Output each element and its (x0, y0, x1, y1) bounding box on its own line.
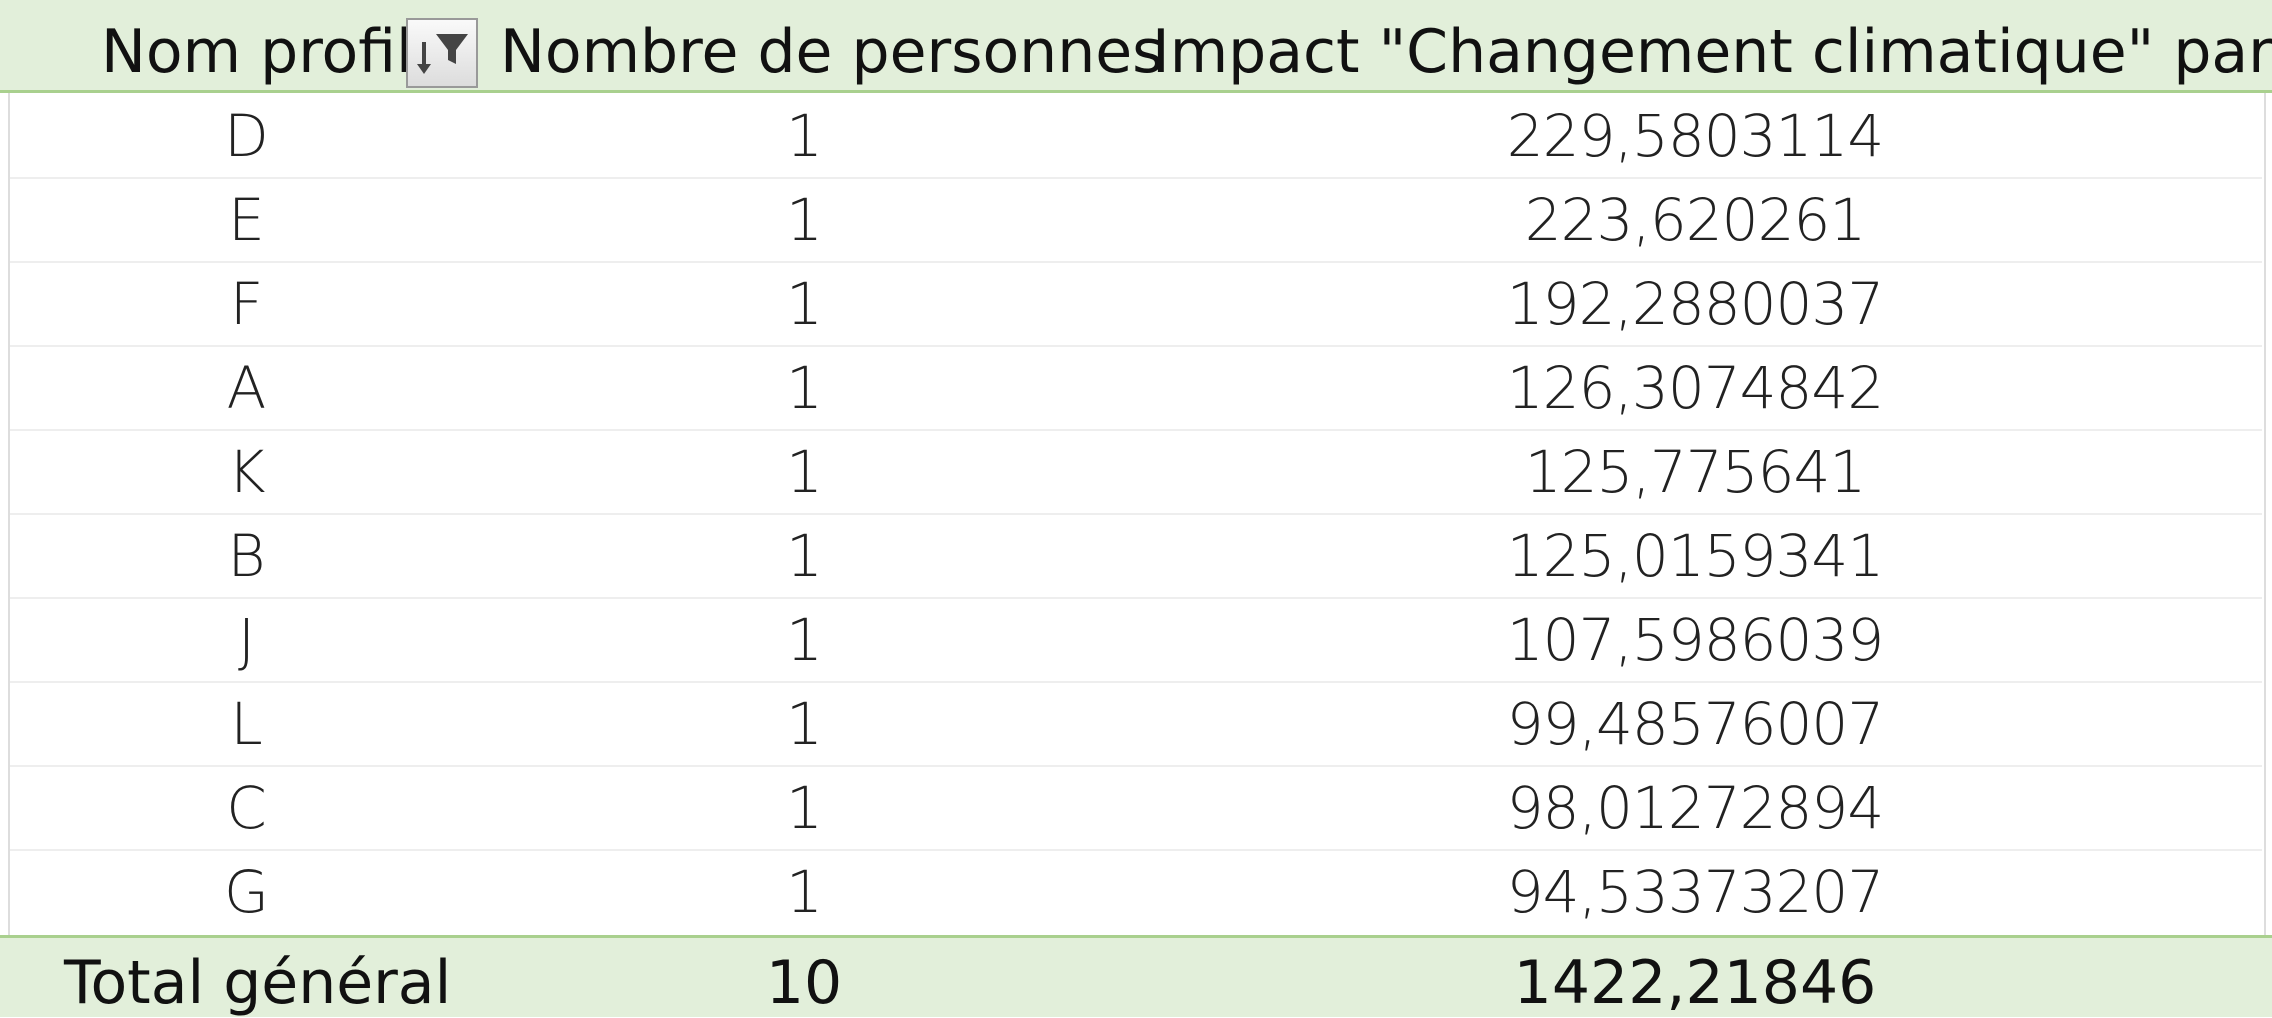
cell: 1 (786, 774, 823, 842)
total-count: 10 (765, 948, 843, 1018)
table-body (8, 93, 2266, 935)
total-label: Total général (64, 948, 452, 1018)
row-separator (10, 177, 2262, 179)
cell: 1 (786, 606, 823, 674)
total-band (0, 935, 2272, 1017)
row-separator (10, 429, 2262, 431)
filter-icon (436, 34, 468, 64)
cell: 1 (786, 102, 823, 170)
total-impact: 1422,21846 (1513, 948, 1877, 1018)
cell: 125,0159341 (1506, 522, 1884, 590)
cell: E (228, 186, 265, 254)
row-separator (10, 345, 2262, 347)
row-separator (10, 261, 2262, 263)
cell: F (229, 270, 263, 338)
filter-button[interactable] (406, 18, 478, 88)
cell: 192,2880037 (1506, 270, 1884, 338)
cell: D (224, 102, 269, 170)
cell: 1 (786, 354, 823, 422)
cell: A (226, 354, 267, 422)
cell: B (227, 522, 266, 590)
cell: K (227, 438, 265, 506)
filter-box (406, 18, 478, 88)
cell: 1 (786, 690, 823, 758)
cell: C (226, 774, 266, 842)
cell: L (230, 690, 262, 758)
cell: 98,01272894 (1506, 774, 1884, 842)
cell: 223,620261 (1524, 186, 1867, 254)
cell: J (237, 606, 255, 674)
row-separator (10, 765, 2262, 767)
row-separator (10, 513, 2262, 515)
header-band (0, 0, 2272, 93)
cell: 1 (786, 858, 823, 926)
row-separator (10, 597, 2262, 599)
cell: 1 (786, 270, 823, 338)
cell: G (224, 858, 269, 926)
sort-arrow-head (417, 64, 431, 74)
row-separator (10, 681, 2262, 683)
cell: 229,5803114 (1506, 102, 1884, 170)
cell: 1 (786, 186, 823, 254)
header-cell: Nombre de personnes (500, 17, 1164, 87)
header-cell: Nom profil (101, 17, 413, 87)
header-cell: Impact "Changement climatique" par an (1152, 17, 2272, 87)
cell: 126,3074842 (1506, 354, 1884, 422)
cell: 99,48576007 (1506, 690, 1884, 758)
cell: 94,53373207 (1506, 858, 1884, 926)
row-separator (10, 849, 2262, 851)
cell: 1 (786, 522, 823, 590)
cell: 125,775641 (1524, 438, 1867, 506)
cell: 1 (786, 438, 823, 506)
cell: 107,5986039 (1506, 606, 1884, 674)
